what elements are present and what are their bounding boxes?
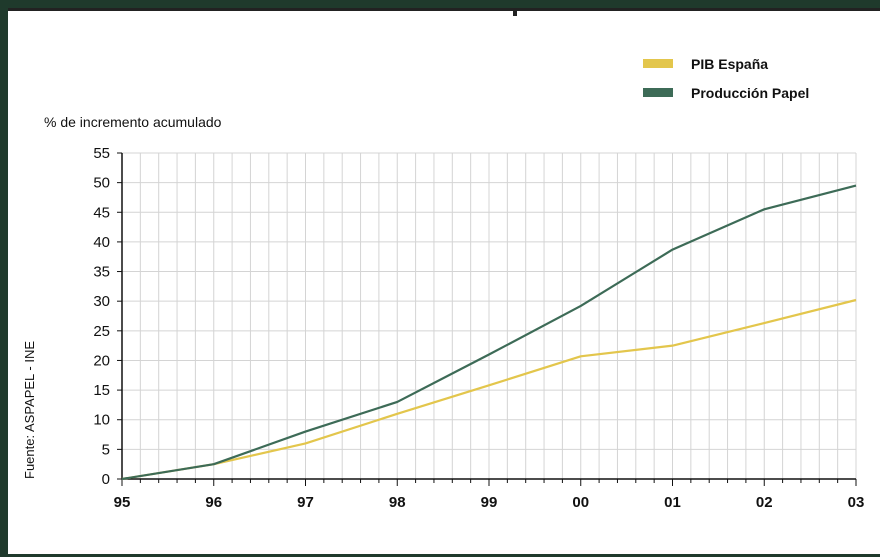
x-tick-label: 97	[297, 494, 314, 511]
y-tick-label: 35	[93, 264, 110, 281]
legend-label-pib: PIB España	[691, 56, 768, 72]
y-tick-label: 45	[93, 204, 110, 221]
x-tick-label: 99	[481, 494, 498, 511]
source-note: Fuente: ASPAPEL - INE	[22, 341, 37, 479]
legend: PIB España Producción Papel	[643, 56, 809, 101]
x-tick-labels: 95 96 97 98 99 00 01 02 03	[114, 494, 865, 511]
y-tick-label: 25	[93, 323, 110, 340]
y-tick-label: 5	[102, 441, 110, 458]
chart-panel: PIB España Producción Papel % de increme…	[8, 8, 880, 554]
legend-swatch-pib	[643, 59, 673, 68]
line-chart: PIB España Producción Papel % de increme…	[8, 11, 880, 557]
y-tick-label: 40	[93, 234, 110, 251]
y-tick-labels: 0 5 10 15 20 25 30 35 40 45 50 55	[93, 145, 110, 488]
x-tick-label: 02	[756, 494, 773, 511]
y-tick-label: 15	[93, 382, 110, 399]
y-axis-label: % de incremento acumulado	[44, 114, 222, 130]
x-tick-label: 03	[848, 494, 865, 511]
x-tick-label: 00	[572, 494, 589, 511]
y-tick-label: 30	[93, 293, 110, 310]
y-tick-label: 10	[93, 412, 110, 429]
y-tick-label: 20	[93, 352, 110, 369]
x-tick-label: 01	[664, 494, 681, 511]
legend-swatch-produccion	[643, 88, 673, 97]
axes	[117, 153, 856, 486]
y-tick-label: 55	[93, 145, 110, 162]
x-tick-label: 95	[114, 494, 131, 511]
x-tick-label: 98	[389, 494, 406, 511]
y-tick-label: 0	[102, 471, 110, 488]
grid	[122, 153, 856, 479]
legend-label-produccion: Producción Papel	[691, 85, 809, 101]
x-tick-label: 96	[205, 494, 222, 511]
y-tick-label: 50	[93, 175, 110, 192]
